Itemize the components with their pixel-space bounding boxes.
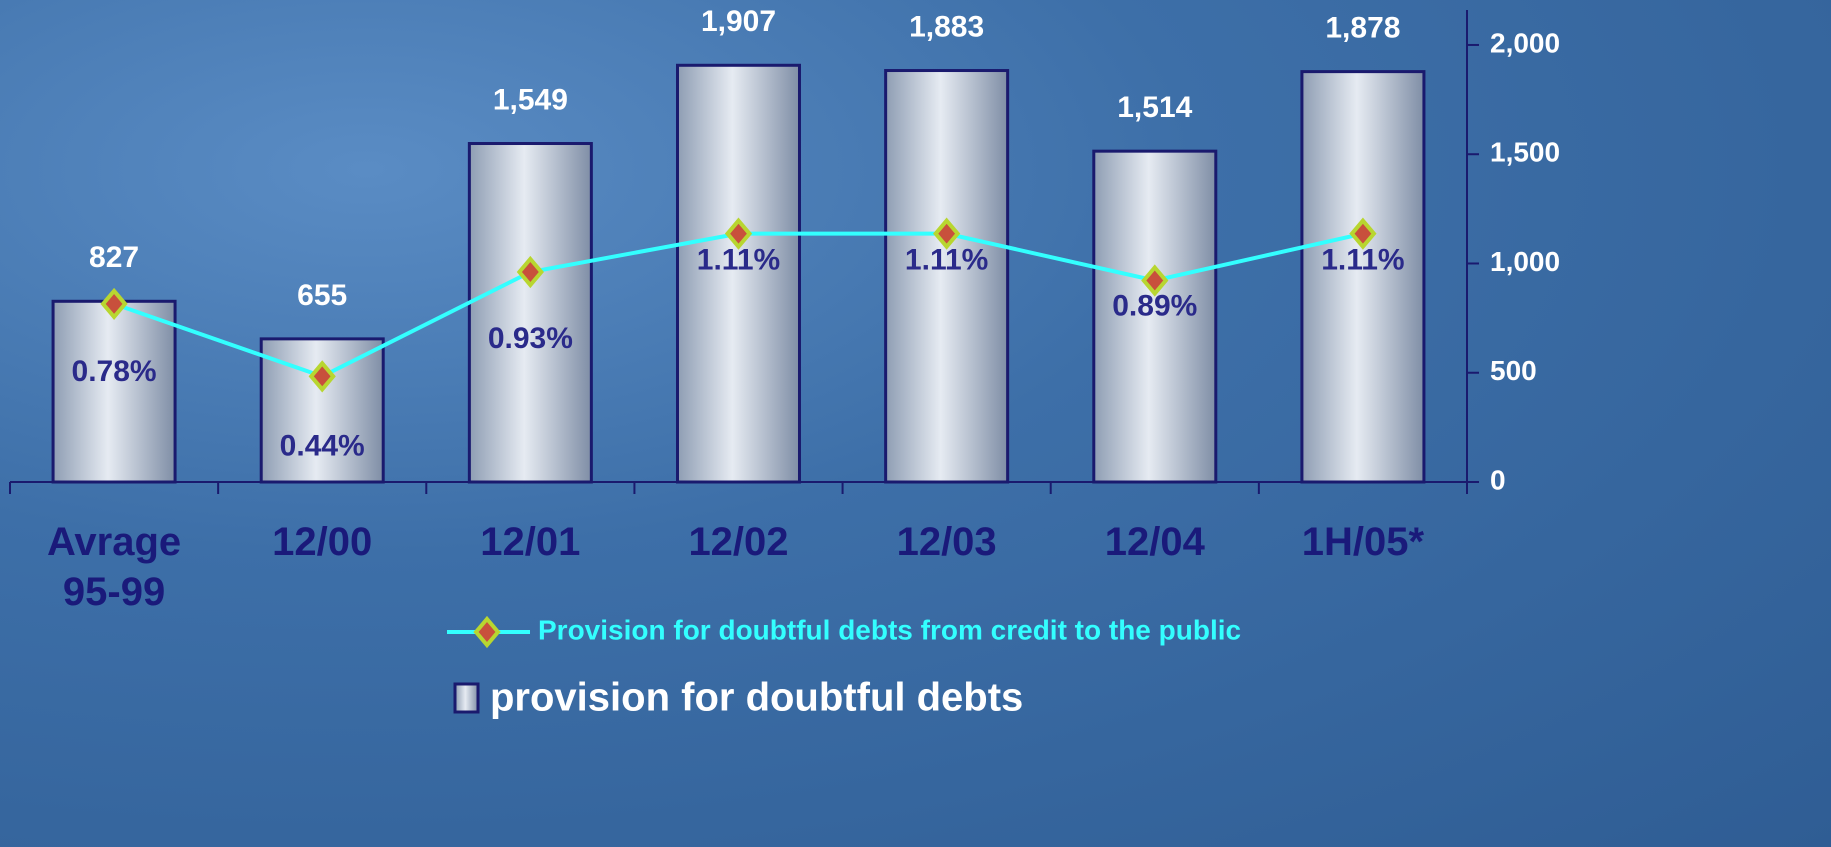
legend-marker xyxy=(473,615,501,649)
bar-value-label: 1,878 xyxy=(1325,12,1400,45)
line-marker xyxy=(1349,217,1377,250)
line-marker xyxy=(724,217,753,250)
line-marker xyxy=(933,217,961,250)
x-tick-label: 12/04 xyxy=(1104,520,1205,564)
line-value-label: 0.89% xyxy=(1112,289,1197,322)
line-value-label: 1.11% xyxy=(905,244,988,277)
y-tick-label: 2,000 xyxy=(1490,27,1560,58)
legend-swatch xyxy=(453,682,480,714)
x-tick-label: 12/03 xyxy=(896,520,997,564)
x-label-box: 1H/05* xyxy=(1301,520,1425,564)
bar-value-label: 1,883 xyxy=(909,10,984,43)
bar xyxy=(676,63,801,484)
bar-value-label: 1,549 xyxy=(493,83,568,116)
x-tick-label: 12/02 xyxy=(688,520,789,564)
x-label-box: 12/01 xyxy=(480,520,581,564)
x-label-box: 12/04 xyxy=(1104,520,1205,564)
x-tick-label: 12/00 xyxy=(272,520,373,564)
x-tick-label: 12/01 xyxy=(480,520,581,564)
bar xyxy=(467,142,593,484)
x-tick-label: Avrage 95-99 xyxy=(46,520,182,614)
x-label-box: 12/00 xyxy=(272,520,373,564)
line-marker xyxy=(1141,264,1169,297)
line-marker xyxy=(516,255,544,289)
y-tick-label: 0 xyxy=(1490,464,1506,495)
line-value-label: 0.78% xyxy=(72,355,157,388)
bar xyxy=(884,69,1010,484)
y-tick-label: 1,000 xyxy=(1490,246,1560,277)
legend-label: Provision for doubtful debts from credit… xyxy=(538,614,1241,645)
x-tick-label: 1H/05* xyxy=(1301,520,1425,564)
bar xyxy=(1300,70,1426,484)
y-tick-label: 500 xyxy=(1490,355,1537,386)
y-tick-label: 1,500 xyxy=(1490,137,1560,168)
line-value-label: 0.44% xyxy=(280,429,365,462)
bar-value-label: 827 xyxy=(89,241,139,274)
x-label-box: Avrage 95-99 xyxy=(46,520,182,614)
bar-value-label: 1,514 xyxy=(1117,91,1192,124)
line-marker xyxy=(100,287,128,321)
line-value-label: 1.11% xyxy=(1321,244,1404,277)
line-value-label: 0.93% xyxy=(488,322,573,355)
bar-value-label: 655 xyxy=(297,279,347,312)
bar xyxy=(1092,149,1218,484)
bar xyxy=(51,299,177,484)
legend-label: provision for doubtful debts xyxy=(490,676,1023,720)
line-value-label: 1.11% xyxy=(697,244,780,277)
line-marker xyxy=(308,360,336,393)
bar-value-label: 1,907 xyxy=(701,5,776,38)
x-label-box: 12/02 xyxy=(688,520,789,564)
x-label-box: 12/03 xyxy=(896,520,997,564)
